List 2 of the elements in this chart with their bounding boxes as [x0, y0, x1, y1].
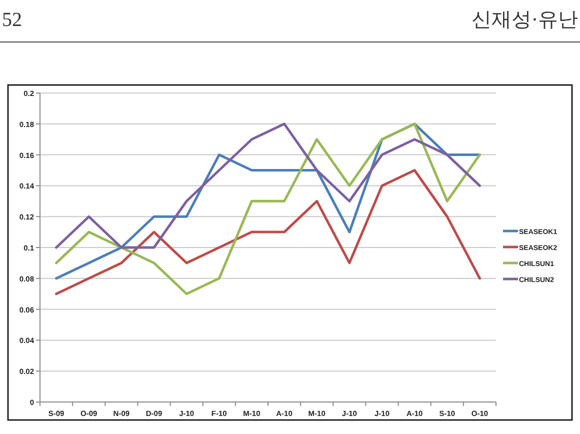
text: 신재성·유난 — [471, 9, 578, 31]
text: 52 — [2, 9, 22, 31]
